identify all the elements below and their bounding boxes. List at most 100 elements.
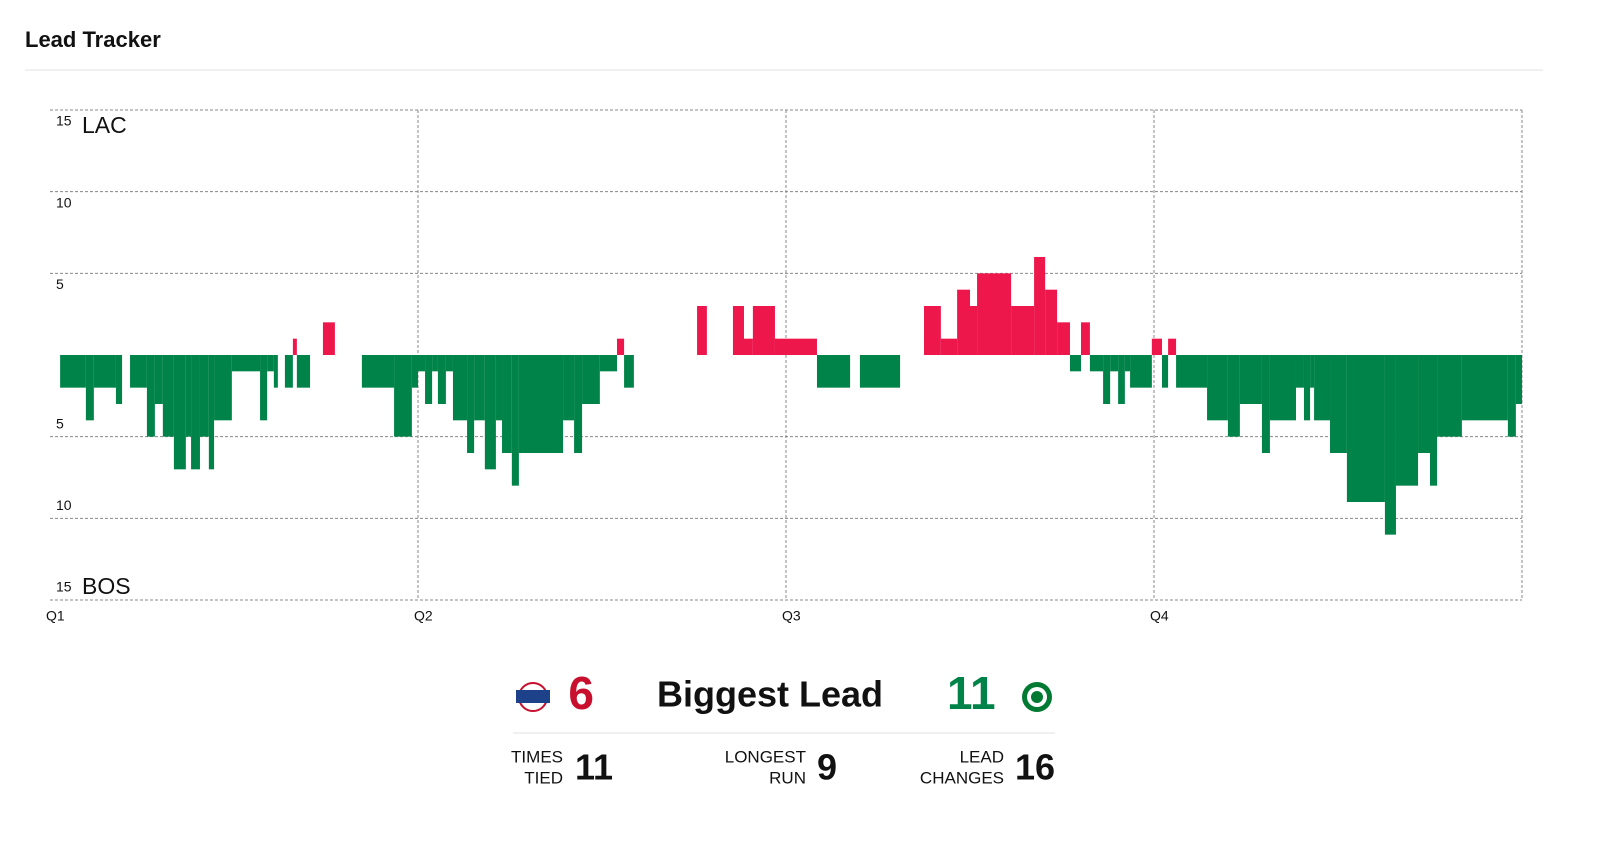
lead-bar: [752, 306, 775, 355]
lead-bar: [296, 355, 311, 388]
x-tick-label: Q3: [782, 608, 801, 624]
stat-label: RUN: [769, 768, 806, 787]
stat-label: LONGEST: [725, 747, 806, 766]
lead-bar: [93, 355, 116, 388]
lead-bar: [563, 355, 575, 421]
lead-bar: [1461, 355, 1508, 421]
lead-bar: [624, 355, 634, 388]
lead-bar: [924, 306, 941, 355]
lead-bar: [518, 355, 564, 453]
lead-bar: [1110, 355, 1119, 372]
lead-bar: [411, 355, 418, 388]
lead-bar: [1507, 355, 1516, 437]
lead-bar: [582, 355, 600, 404]
team-annotation: BOS: [82, 573, 131, 599]
lead-bar: [474, 355, 485, 421]
stat-label: LEAD: [960, 747, 1004, 766]
lac-logo: [516, 682, 550, 712]
lead-bar: [574, 355, 583, 453]
lead-bar: [1103, 355, 1111, 404]
lead-bar: [437, 355, 446, 404]
lead-bar: [260, 355, 268, 421]
lead-bar: [1176, 355, 1208, 388]
lead-bar: [185, 355, 192, 437]
lead-bar: [199, 355, 209, 437]
y-tick-label: 5: [56, 415, 64, 431]
lead-bar: [418, 355, 426, 372]
lead-bar: [697, 306, 707, 355]
lead-bar: [130, 355, 147, 388]
lead-bar: [957, 289, 970, 355]
stat-value: 16: [1015, 747, 1055, 788]
lead-bar: [977, 273, 1012, 355]
lead-bar: [432, 355, 438, 372]
y-tick-label: 15: [56, 113, 72, 129]
lead-bar: [1168, 338, 1177, 355]
lead-bar: [214, 355, 232, 421]
bos-biggest-lead: 11: [947, 667, 996, 719]
card-title: Lead Tracker: [25, 27, 161, 52]
lead-bar: [273, 355, 278, 388]
lead-bar: [859, 355, 901, 388]
lead-bar: [162, 355, 174, 437]
x-tick-label: Q4: [1150, 608, 1169, 624]
lead-bar: [816, 355, 851, 388]
biggest-lead-label: Biggest Lead: [657, 674, 883, 715]
lead-bar: [743, 338, 753, 355]
y-tick-label: 10: [56, 497, 72, 513]
lead-bar: [1418, 355, 1430, 453]
lead-bar: [191, 355, 200, 470]
lead-bar: [1089, 355, 1104, 372]
lead-bar: [452, 355, 468, 421]
x-tick-label: Q2: [414, 608, 433, 624]
lead-bar: [85, 355, 94, 421]
lac-biggest-lead: 6: [568, 667, 594, 719]
lead-bar: [1034, 257, 1046, 355]
stat-value: 11: [575, 747, 613, 788]
team-annotation: LAC: [82, 112, 127, 138]
lead-bar: [1227, 355, 1240, 437]
lead-bar: [599, 355, 618, 372]
lead-bar: [425, 355, 433, 404]
lead-bar: [1118, 355, 1125, 404]
lead-bar: [284, 355, 293, 388]
bos-logo: [1022, 682, 1052, 712]
y-tick-label: 15: [56, 579, 72, 595]
y-tick-label: 10: [56, 194, 72, 210]
stat-label: TIMES: [511, 747, 563, 766]
stat-label: TIED: [524, 768, 563, 787]
lead-bar: [467, 355, 475, 453]
lead-bar: [484, 355, 496, 470]
lead-bar: [60, 355, 86, 388]
lead-bar: [1430, 355, 1438, 486]
lead-bar: [322, 322, 335, 355]
lead-bar: [1057, 322, 1070, 355]
y-tick-label: 5: [56, 276, 64, 292]
lead-bar: [502, 355, 512, 453]
x-tick-label: Q1: [46, 608, 65, 624]
lead-bar: [267, 355, 274, 372]
lead-bar: [617, 338, 625, 355]
lead-bar: [774, 338, 817, 355]
lead-bar: [173, 355, 186, 470]
lead-bar: [1207, 355, 1228, 421]
lead-bar: [1295, 355, 1304, 388]
lead-bar: [1384, 355, 1396, 535]
lead-bar: [1437, 355, 1462, 437]
lead-bar: [115, 355, 123, 404]
lead-bar: [231, 355, 261, 372]
lead-bar: [1330, 355, 1347, 453]
lead-bar: [1269, 355, 1296, 421]
lead-bar: [495, 355, 503, 421]
lead-bar: [732, 306, 744, 355]
lead-bar: [208, 355, 215, 470]
lead-bar: [361, 355, 395, 388]
lead-bar: [1310, 355, 1315, 388]
lead-bar: [1261, 355, 1270, 453]
lead-bar: [1314, 355, 1331, 421]
lead-bar: [1151, 338, 1162, 355]
lead-bar: [154, 355, 163, 404]
lead-bar: [511, 355, 519, 486]
lead-bar: [292, 338, 297, 355]
